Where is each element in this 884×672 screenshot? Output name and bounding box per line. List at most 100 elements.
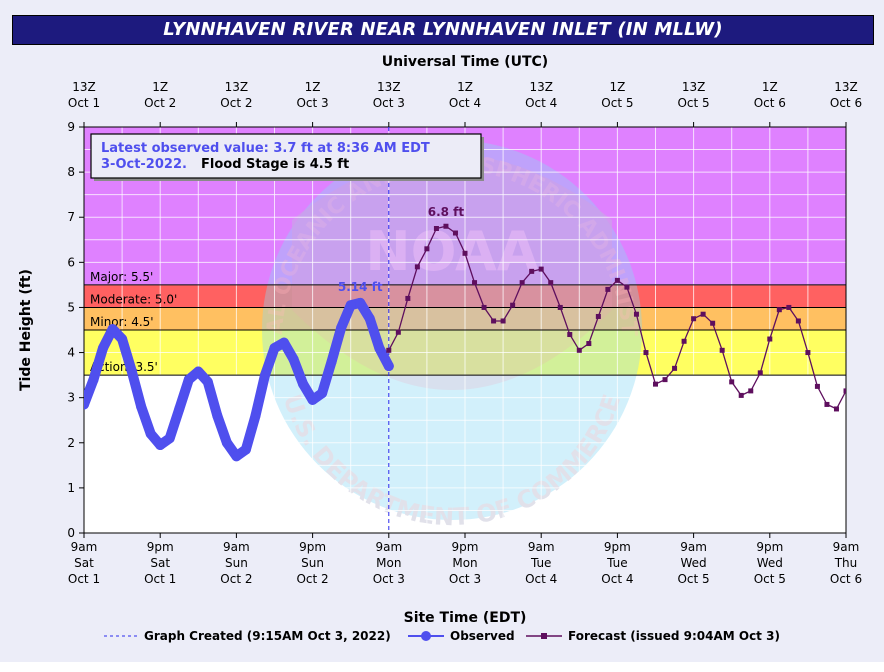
x-tick-label: 9am <box>223 540 250 554</box>
forecast-point <box>548 280 554 286</box>
observed-point <box>164 433 175 444</box>
forecast-point <box>776 307 782 313</box>
forecast-point <box>595 313 601 319</box>
x-tick-label: 9am <box>375 540 402 554</box>
observed-point <box>240 444 251 455</box>
forecast-point <box>681 338 687 344</box>
observed-point <box>288 354 299 365</box>
x-tick-label: Oct 6 <box>830 572 862 586</box>
x-tick-label: Wed <box>681 556 707 570</box>
x-tick-label: 9pm <box>147 540 174 554</box>
forecast-point <box>614 277 620 283</box>
x-tick-label: Mon <box>376 556 401 570</box>
x-tick-label: Oct 4 <box>525 572 557 586</box>
top-tick-label: Oct 6 <box>830 96 862 110</box>
x-tick-label: Tue <box>606 556 628 570</box>
observed-point <box>107 324 118 335</box>
y-tick-label: 6 <box>67 255 75 269</box>
forecast-point <box>624 284 630 290</box>
top-tick-label: Oct 2 <box>220 96 252 110</box>
x-tick-label: 9am <box>680 540 707 554</box>
observed-point <box>126 365 137 376</box>
top-tick-label: 13Z <box>529 80 553 94</box>
x-tick-label: Wed <box>757 556 783 570</box>
forecast-point <box>443 223 449 229</box>
forecast-point <box>386 347 392 353</box>
observed-point <box>136 401 147 412</box>
forecast-point <box>395 329 401 335</box>
observed-point <box>336 322 347 333</box>
top-tick-label: 1Z <box>152 80 168 94</box>
top-tick-label: 13Z <box>682 80 706 94</box>
peak-annotation: 5.14 ft <box>338 280 383 294</box>
forecast-point <box>843 388 846 394</box>
y-tick-label: 0 <box>67 526 75 540</box>
x-tick-label: Thu <box>834 556 858 570</box>
forecast-line <box>388 225 846 410</box>
x-tick-label: Oct 4 <box>601 572 633 586</box>
y-tick-label: 2 <box>67 436 75 450</box>
x-tick-label: Oct 3 <box>373 572 405 586</box>
top-tick-label: Oct 5 <box>677 96 709 110</box>
forecast-point <box>510 302 516 308</box>
forecast-point <box>653 381 658 387</box>
x-tick-label: Sat <box>150 556 170 570</box>
x-tick-label: Mon <box>452 556 477 570</box>
threshold-label-action: Action: 3.5' <box>90 360 158 374</box>
observed-point <box>383 361 394 372</box>
observed-point <box>307 394 318 405</box>
forecast-point <box>872 325 877 330</box>
forecast-point <box>662 377 668 383</box>
observed-point <box>155 440 166 451</box>
x-tick-label: Oct 2 <box>220 572 252 586</box>
observed-point <box>231 451 242 462</box>
legend-forecast-marker <box>541 633 547 639</box>
forecast-point <box>414 264 420 270</box>
top-tick-label: 13Z <box>72 80 96 94</box>
top-tick-label: 1Z <box>457 80 473 94</box>
observed-point <box>221 437 232 448</box>
chart-title: LYNNHAVEN RIVER NEAR LYNNHAVEN INLET (IN… <box>163 19 723 40</box>
forecast-point <box>748 388 754 394</box>
chart-title-bar: LYNNHAVEN RIVER NEAR LYNNHAVEN INLET (IN… <box>12 15 874 45</box>
x-tick-label: Sun <box>301 556 324 570</box>
forecast-point <box>719 347 725 353</box>
forecast-point <box>405 295 411 301</box>
top-tick-label: 1Z <box>609 80 625 94</box>
info-box-latest-value: Latest observed value: 3.7 ft at 8:36 AM… <box>101 141 430 156</box>
legend-forecast: Forecast (issued 9:04AM Oct 3) <box>568 629 780 643</box>
forecast-point <box>863 328 868 333</box>
peak-annotation: 6.8 ft <box>428 205 465 219</box>
forecast-point <box>576 347 582 353</box>
observed-point <box>212 410 223 421</box>
forecast-point <box>529 268 535 274</box>
data-series <box>84 223 877 462</box>
forecast-point <box>538 266 544 272</box>
legend-observed: Observed <box>450 629 515 643</box>
observed-point <box>364 313 375 324</box>
x-tick-label: Oct 5 <box>754 572 786 586</box>
x-tick-label: Sat <box>74 556 94 570</box>
info-box-date: 3-Oct-2022. <box>101 157 187 172</box>
observed-point <box>250 410 261 421</box>
forecast-point <box>814 383 820 389</box>
forecast-point <box>853 355 858 360</box>
forecast-point <box>481 304 487 310</box>
bottom-strip <box>0 662 884 672</box>
observed-point <box>317 388 328 399</box>
observed-point <box>193 366 204 377</box>
top-tick-label: Oct 2 <box>144 96 176 110</box>
forecast-point <box>519 280 525 286</box>
forecast-point <box>424 246 430 252</box>
x-tick-label: Sun <box>225 556 248 570</box>
forecast-point <box>757 370 763 376</box>
forecast-point <box>738 392 744 398</box>
x-tick-label: Oct 1 <box>144 572 176 586</box>
top-tick-label: Oct 1 <box>68 96 100 110</box>
forecast-point <box>633 311 639 317</box>
top-tick-label: Oct 4 <box>525 96 557 110</box>
threshold-label-minor: Minor: 4.5' <box>90 315 154 329</box>
forecast-point <box>452 230 458 236</box>
